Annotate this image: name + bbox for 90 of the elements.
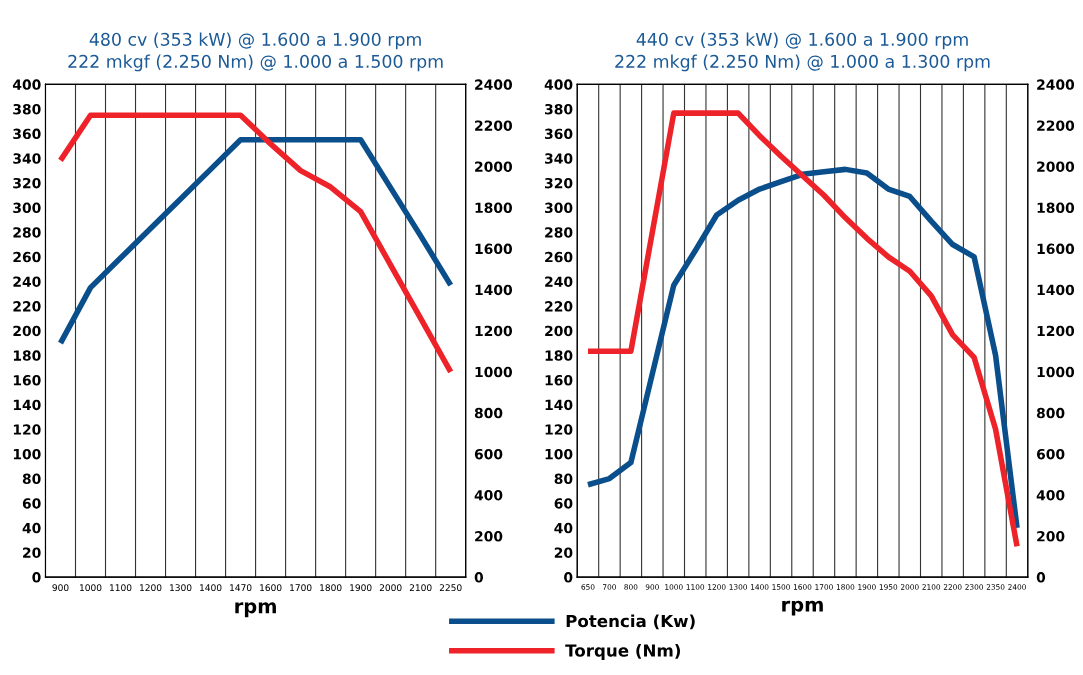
y-tick-label: 400: [544, 79, 573, 90]
x-axis-title: rpm: [782, 600, 823, 616]
x-tick-label: 1700: [290, 584, 312, 592]
y-tick-label: 260: [13, 251, 41, 263]
y2-tick-label: 2400: [475, 79, 513, 90]
y-tick-label: 180: [545, 350, 573, 361]
x-tick-label: 1800: [320, 584, 342, 592]
y-tick-label: 20: [23, 547, 41, 558]
y2-tick-label: 0: [474, 572, 484, 583]
y-tick-label: 320: [13, 177, 41, 189]
x-tick-label: 1100: [110, 584, 132, 592]
y2-tick-label: 800: [1036, 407, 1065, 419]
y-tick-label: 40: [22, 522, 41, 534]
chart-title: 480 cv (353 kW) @ 1.600 a 1.900 rpm: [89, 32, 421, 50]
x-tick-label: 2100: [409, 584, 432, 592]
y-tick-label: 300: [13, 202, 41, 214]
y-tick-label: 0: [564, 572, 573, 583]
y2-tick-label: 1800: [475, 202, 513, 214]
y-tick-label: 160: [545, 374, 573, 386]
y-tick-label: 380: [545, 103, 573, 115]
x-tick-label: 1600: [260, 584, 282, 592]
y-tick-label: 300: [545, 202, 573, 214]
y2-tick-label: 400: [474, 489, 503, 501]
y2-tick-label: 2200: [475, 120, 513, 131]
y-tick-label: 140: [545, 399, 573, 411]
y-tick-label: 20: [554, 547, 573, 558]
y-tick-label: 280: [545, 227, 573, 238]
y2-tick-label: 2200: [1037, 120, 1075, 131]
y-tick-label: 80: [22, 473, 41, 485]
x-tick-label: 1000: [80, 584, 102, 592]
y-tick-label: 400: [12, 79, 41, 90]
y-tick-label: 240: [545, 276, 573, 287]
y2-tick-label: 600: [474, 448, 503, 460]
y2-tick-label: 1400: [1037, 284, 1075, 296]
y2-tick-label: 1600: [475, 243, 513, 255]
y-tick-label: 240: [13, 276, 41, 287]
y-tick-label: 120: [545, 424, 573, 435]
y-tick-label: 100: [545, 448, 573, 460]
y-tick-label: 360: [545, 128, 573, 140]
y2-tick-label: 1000: [475, 366, 513, 378]
text: Potencia (Kw): [566, 614, 695, 630]
chart-subtitle: 222 mkgf (2.250 Nm) @ 1.000 a 1.500 rpm: [68, 54, 443, 72]
y2-tick-label: 2000: [1037, 161, 1075, 172]
y-tick-label: 60: [554, 498, 573, 509]
y-tick-label: 320: [545, 177, 573, 189]
y2-tick-label: 0: [1036, 572, 1046, 583]
y-tick-label: 180: [13, 350, 41, 361]
y2-tick-label: 200: [475, 531, 503, 542]
y2-tick-label: 1600: [1037, 243, 1075, 255]
y2-tick-label: 1000: [1037, 366, 1075, 378]
y-tick-label: 260: [545, 251, 573, 263]
y2-tick-label: 1800: [1037, 202, 1075, 214]
y-tick-label: 80: [554, 473, 573, 485]
y-tick-label: 60: [22, 498, 41, 509]
y2-tick-label: 1200: [475, 325, 513, 337]
y-tick-label: 120: [13, 424, 41, 435]
y2-tick-label: 600: [1036, 448, 1065, 460]
y-tick-label: 100: [13, 448, 41, 460]
x-tick-label: 1300: [170, 584, 192, 592]
y2-tick-label: 400: [1036, 489, 1065, 501]
chart-title: 440 cv (353 kW) @ 1.600 a 1.900 rpm: [636, 32, 968, 50]
y-tick-label: 0: [32, 572, 41, 583]
x-tick-label: 2250: [439, 584, 462, 592]
x-tick-label: 1470: [230, 584, 252, 592]
x-tick-label: 1200: [140, 584, 162, 592]
y2-tick-label: 1400: [475, 284, 513, 296]
chart-subtitle: 222 mkgf (2.250 Nm) @ 1.000 a 1.300 rpm: [615, 54, 990, 72]
text: Torque (Nm): [565, 643, 681, 660]
y2-tick-label: 2000: [475, 161, 513, 172]
y-tick-label: 160: [13, 374, 41, 386]
y-tick-label: 340: [13, 153, 41, 164]
x-tick-label: 1400: [200, 584, 222, 592]
y-tick-label: 340: [545, 153, 573, 164]
y2-tick-label: 800: [474, 407, 503, 419]
x-axis-title: rpm: [235, 602, 276, 618]
y2-tick-label: 200: [1037, 531, 1065, 542]
y2-tick-label: 2400: [1037, 79, 1075, 90]
y-tick-label: 360: [13, 128, 41, 140]
y-tick-label: 280: [13, 227, 41, 238]
x-tick-label: 1900: [350, 584, 372, 592]
x-tick-label: 2000: [379, 584, 402, 592]
y-tick-label: 40: [554, 522, 573, 534]
y-tick-label: 220: [13, 301, 41, 312]
y-tick-label: 140: [13, 399, 41, 411]
y-tick-label: 200: [545, 325, 573, 337]
y-tick-label: 220: [545, 301, 573, 312]
y-tick-label: 380: [13, 103, 41, 115]
y2-tick-label: 1200: [1037, 325, 1075, 337]
y-tick-label: 200: [13, 325, 41, 337]
x-tick-label: 900: [52, 584, 69, 592]
